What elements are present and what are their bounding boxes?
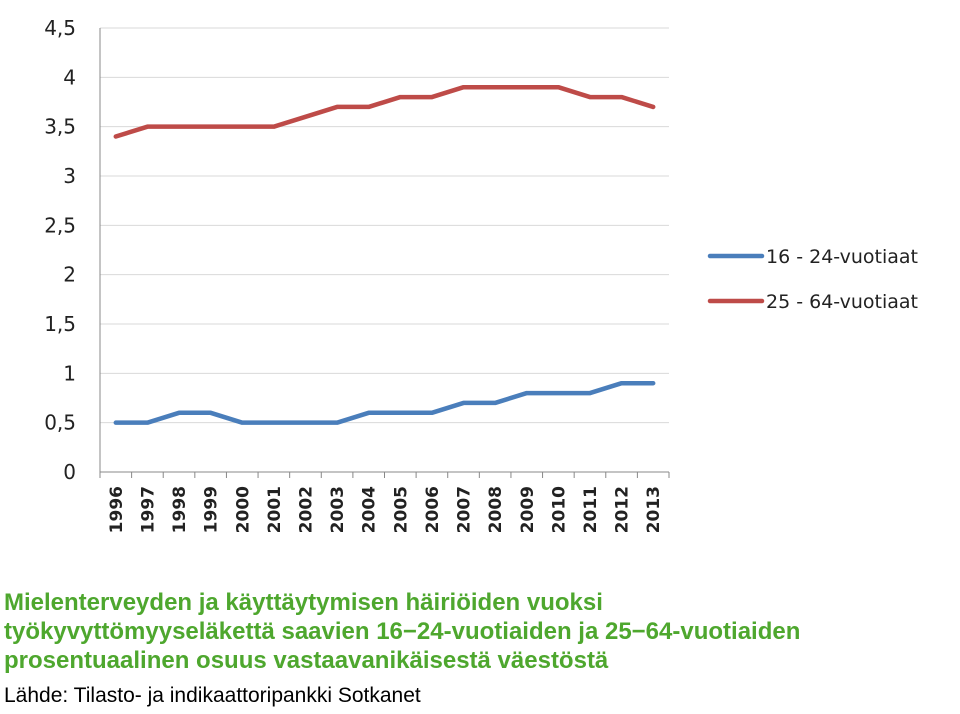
- x-tick-label: 2006: [423, 486, 443, 533]
- x-tick-label: 2003: [328, 486, 348, 533]
- y-tick-label: 2: [63, 263, 76, 287]
- y-tick-label: 4: [63, 65, 76, 89]
- x-tick-label: 1998: [170, 486, 190, 533]
- x-tick-label: 2007: [455, 486, 475, 533]
- series-line-2: [113, 84, 656, 139]
- x-tick-label: 2001: [265, 486, 285, 533]
- x-tick-label: 2004: [360, 486, 380, 533]
- x-tick-label: 2009: [518, 486, 538, 533]
- series-line-1: [113, 380, 656, 425]
- x-tick-label: 1999: [202, 486, 222, 533]
- x-tick-label: 2002: [296, 486, 316, 533]
- x-tick-label: 2000: [233, 486, 253, 533]
- chart-caption: Mielenterveyden ja käyttäytymisen häiriö…: [4, 588, 954, 675]
- caption-line-3: prosentuaalinen osuus vastaavanikäisestä…: [4, 647, 609, 674]
- y-tick-label: 1,5: [44, 312, 76, 336]
- x-tick-label: 1996: [107, 486, 127, 533]
- x-tick-label: 1997: [138, 486, 158, 533]
- x-tick-label: 2013: [644, 486, 664, 533]
- x-tick-label: 2010: [549, 486, 569, 533]
- y-tick-label: 0,5: [44, 411, 76, 435]
- caption-line-1: Mielenterveyden ja käyttäytymisen häiriö…: [4, 589, 603, 616]
- x-tick-label: 2011: [581, 486, 601, 533]
- legend-label-1: 16 - 24-vuotiaat: [766, 246, 918, 268]
- x-tick-label: 2005: [391, 486, 411, 533]
- y-tick-label: 2,5: [44, 213, 76, 237]
- source-note: Lähde: Tilasto- ja indikaattoripankki So…: [4, 684, 421, 707]
- chart-svg: 0 0,5 1 1,5 2 2,5 3 3,5 4 4,5 1996 1997 1998 1999 2000…: [44, 16, 918, 533]
- y-tick-label: 0: [63, 460, 76, 484]
- y-tick-label: 3,5: [44, 115, 76, 139]
- x-tick-label: 2012: [613, 486, 633, 533]
- caption-line-2: työkyvyttömyyseläkettä saavien 16−24-vuo…: [4, 618, 801, 645]
- y-tick-label: 1: [63, 361, 76, 385]
- x-tick-label: 2008: [486, 486, 506, 533]
- line-chart: 0 0,5 1 1,5 2 2,5 3 3,5 4 4,5 1996 1997 1998 1999 2000…: [22, 0, 960, 557]
- legend-label-2: 25 - 64-vuotiaat: [766, 291, 918, 313]
- y-tick-label: 4,5: [44, 16, 76, 40]
- y-tick-label: 3: [63, 164, 76, 188]
